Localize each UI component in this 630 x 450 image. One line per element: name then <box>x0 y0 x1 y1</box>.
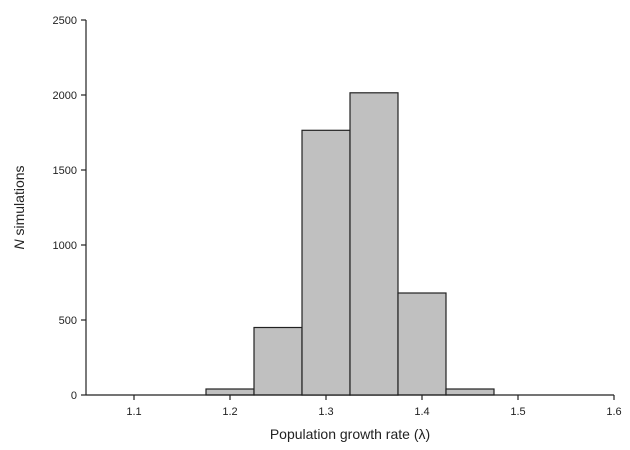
y-axis-title-italic: N <box>11 239 27 250</box>
histogram-bar-6 <box>445 388 495 396</box>
x-tick-label: 1.5 <box>510 406 525 418</box>
x-tick-label: 1.6 <box>606 406 621 418</box>
x-tick-label: 1.3 <box>318 406 333 418</box>
histogram-bar-1 <box>205 388 255 396</box>
y-axis-title: N simulations <box>11 165 27 249</box>
bars-layer <box>205 92 495 396</box>
histogram-bar-4 <box>349 92 399 396</box>
histogram-bar-5 <box>397 292 447 396</box>
y-tick-label: 500 <box>59 315 77 327</box>
y-tick-label: 1500 <box>53 165 77 177</box>
y-axis-title-text: simulations <box>11 165 27 239</box>
y-tick-label: 2500 <box>53 15 77 27</box>
y-tick-label: 0 <box>71 390 77 402</box>
x-tick-label: 1.2 <box>222 406 237 418</box>
histogram-bar-3 <box>301 129 351 396</box>
x-ticks: 1.1 1.2 1.3 1.4 1.5 1.6 <box>126 395 622 418</box>
histogram-bar-2 <box>253 326 303 396</box>
y-ticks: 0 500 1000 1500 2000 2500 <box>53 15 86 402</box>
y-tick-label: 1000 <box>53 240 77 252</box>
x-axis-title: Population growth rate (λ) <box>270 426 430 442</box>
x-tick-label: 1.1 <box>126 406 141 418</box>
axes-layer <box>85 20 614 396</box>
x-tick-label: 1.4 <box>414 406 429 418</box>
y-tick-label: 2000 <box>53 90 77 102</box>
